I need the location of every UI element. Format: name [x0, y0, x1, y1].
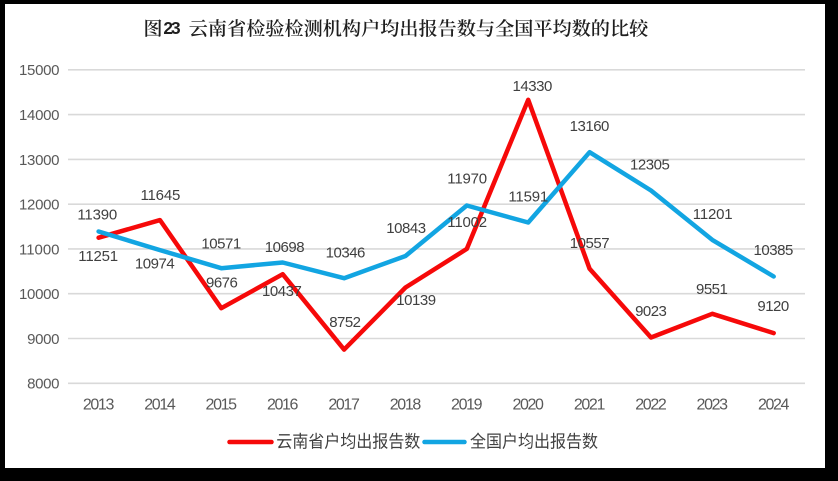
svg-text:10974: 10974: [135, 256, 175, 273]
svg-text:10437: 10437: [262, 283, 302, 300]
svg-text:2013: 2013: [83, 397, 115, 414]
svg-text:14330: 14330: [513, 78, 553, 95]
svg-text:11002: 11002: [447, 214, 487, 231]
svg-text:11970: 11970: [447, 171, 487, 188]
svg-text:2018: 2018: [390, 397, 422, 414]
svg-text:12305: 12305: [630, 156, 670, 173]
svg-text:10139: 10139: [396, 292, 436, 309]
svg-text:2019: 2019: [451, 397, 483, 414]
svg-text:15000: 15000: [19, 62, 60, 79]
svg-text:2021: 2021: [574, 397, 606, 414]
svg-text:10346: 10346: [326, 245, 366, 262]
svg-text:10571: 10571: [201, 236, 241, 253]
svg-text:11251: 11251: [78, 248, 118, 265]
svg-text:9676: 9676: [206, 275, 238, 292]
svg-text:8000: 8000: [27, 376, 59, 393]
svg-text:9120: 9120: [757, 298, 789, 315]
svg-text:9023: 9023: [635, 303, 667, 320]
svg-text:2024: 2024: [758, 397, 790, 414]
svg-text:9000: 9000: [27, 331, 59, 348]
svg-text:11390: 11390: [77, 207, 117, 224]
svg-text:2017: 2017: [328, 397, 360, 414]
svg-text:13000: 13000: [19, 152, 60, 169]
svg-text:2015: 2015: [206, 397, 238, 414]
svg-text:10557: 10557: [570, 235, 610, 252]
svg-text:10698: 10698: [265, 239, 305, 256]
svg-text:12000: 12000: [19, 197, 60, 214]
svg-text:11201: 11201: [693, 206, 733, 223]
svg-text:23: 23: [163, 18, 180, 38]
svg-text:14000: 14000: [19, 107, 60, 124]
svg-text:2016: 2016: [267, 397, 299, 414]
svg-text:11591: 11591: [508, 189, 548, 206]
svg-text:2023: 2023: [697, 397, 729, 414]
svg-text:13160: 13160: [570, 118, 610, 135]
svg-text:2014: 2014: [144, 397, 176, 414]
svg-text:2022: 2022: [635, 397, 667, 414]
svg-text:2020: 2020: [512, 397, 544, 414]
svg-text:10385: 10385: [754, 242, 794, 259]
svg-text:11645: 11645: [141, 187, 181, 204]
svg-text:10000: 10000: [19, 286, 60, 303]
svg-text:9551: 9551: [696, 281, 728, 298]
svg-text:10843: 10843: [386, 220, 426, 237]
svg-text:11000: 11000: [19, 241, 60, 258]
svg-text:8752: 8752: [329, 314, 361, 331]
